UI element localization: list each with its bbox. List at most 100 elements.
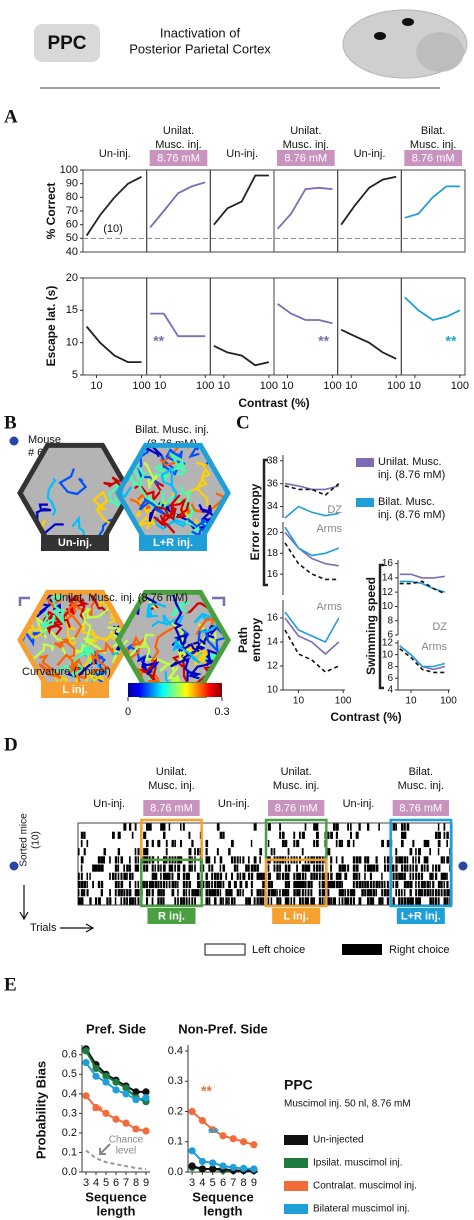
raster-trial bbox=[350, 823, 352, 831]
raster-trial bbox=[293, 889, 296, 897]
raster-trial bbox=[327, 848, 331, 856]
raster-trial bbox=[318, 897, 322, 905]
raster-trial bbox=[171, 872, 174, 880]
raster-trial bbox=[420, 864, 424, 872]
raster-trial bbox=[435, 864, 438, 872]
arena-label: Un-inj. bbox=[58, 537, 92, 549]
series-point bbox=[102, 1078, 110, 1086]
raster-trial bbox=[205, 848, 208, 856]
raster-trial bbox=[114, 856, 118, 864]
x-tick-label: 100 bbox=[335, 696, 352, 707]
raster-trial bbox=[134, 864, 138, 872]
raster-trial bbox=[267, 864, 270, 872]
raster-trial bbox=[378, 880, 381, 889]
raster-trial bbox=[117, 848, 121, 856]
raster-trial bbox=[347, 889, 350, 897]
series-line bbox=[399, 580, 446, 595]
series-line bbox=[85, 175, 142, 237]
raster-trial bbox=[185, 889, 188, 897]
raster-trial bbox=[321, 880, 325, 889]
raster-trial bbox=[134, 897, 137, 905]
raster-trial bbox=[86, 839, 89, 848]
raster-trial bbox=[369, 897, 373, 905]
raster-trial bbox=[279, 889, 281, 897]
raster-trial bbox=[205, 872, 208, 880]
raster-trial bbox=[211, 872, 214, 880]
x-tick-label: 9 bbox=[143, 1177, 149, 1189]
condition-title: Unilat. Musc. inj. (8.76 mM) bbox=[54, 592, 188, 604]
trajectory bbox=[45, 614, 63, 636]
raster-trial bbox=[284, 889, 288, 897]
raster-trial bbox=[409, 864, 412, 872]
raster-trial bbox=[409, 848, 413, 856]
series-line bbox=[284, 611, 340, 644]
raster-trial bbox=[97, 897, 101, 905]
raster-trial bbox=[80, 831, 84, 839]
raster-trial bbox=[78, 848, 80, 856]
raster-trial bbox=[367, 823, 370, 831]
raster-trial bbox=[205, 889, 208, 897]
raster-trial bbox=[143, 831, 147, 839]
mouse-dot bbox=[9, 861, 19, 871]
series-point bbox=[112, 1078, 120, 1086]
y-tick-label: 0.1 bbox=[62, 1146, 77, 1158]
column-title: Unilat. bbox=[281, 766, 312, 778]
header-title: Inactivation of bbox=[160, 25, 241, 40]
column-title: Un-inj. bbox=[354, 148, 386, 160]
raster-trial bbox=[426, 889, 429, 897]
raster-trial bbox=[242, 872, 246, 880]
raster-trial bbox=[401, 872, 404, 880]
raster-trial bbox=[341, 856, 344, 864]
raster-trial bbox=[123, 864, 126, 872]
raster-trial bbox=[95, 864, 98, 872]
y-axis-label: Path bbox=[236, 627, 250, 653]
raster-trial bbox=[120, 889, 123, 897]
series-line bbox=[284, 482, 340, 497]
y-tick-label: 0.6 bbox=[62, 1049, 77, 1061]
trajectory bbox=[38, 654, 62, 680]
dose-badge bbox=[277, 150, 335, 166]
raster-trial bbox=[418, 872, 420, 880]
raster-trial bbox=[219, 831, 223, 839]
raster-trial bbox=[364, 880, 367, 889]
raster-trial bbox=[299, 889, 301, 897]
raster-trial bbox=[219, 864, 222, 872]
column-title: Unilat. bbox=[290, 125, 321, 137]
raster-trial bbox=[395, 856, 398, 864]
raster-trial bbox=[146, 839, 149, 848]
raster-trial bbox=[403, 889, 406, 897]
column-title: Un-inj. bbox=[99, 148, 131, 160]
raster-trial bbox=[392, 880, 395, 889]
raster-trial bbox=[318, 889, 321, 897]
trajectory bbox=[167, 494, 190, 519]
raster-trial bbox=[80, 897, 84, 905]
trajectory bbox=[171, 653, 190, 686]
raster-trial bbox=[123, 889, 126, 897]
raster-trial bbox=[429, 889, 432, 897]
trajectory bbox=[87, 592, 108, 614]
legend-label: Bilat. Musc. bbox=[378, 496, 435, 508]
raster-trial bbox=[151, 872, 155, 880]
raster-trial bbox=[214, 872, 217, 880]
y-axis-label: Escape lat. (s) bbox=[44, 286, 58, 367]
raster-trial bbox=[440, 880, 443, 889]
injection-label-bg bbox=[147, 908, 196, 924]
raster-trial bbox=[214, 880, 217, 889]
legend-swatch bbox=[204, 943, 246, 956]
raster-trial bbox=[160, 872, 162, 880]
raster-trial bbox=[341, 864, 345, 872]
column-title: Musc. inj. bbox=[398, 780, 444, 792]
colorbar-tick-label: 0.3 bbox=[214, 706, 229, 718]
raster-trial bbox=[310, 889, 313, 897]
raster-trial bbox=[146, 864, 149, 872]
series-line bbox=[284, 531, 339, 567]
region-label: Arms bbox=[421, 641, 447, 653]
raster-trial bbox=[338, 872, 342, 880]
column-title: Musc. inj. bbox=[410, 139, 456, 151]
column-title: Un-inj. bbox=[343, 798, 375, 810]
trajectory bbox=[169, 601, 190, 616]
raster-trial bbox=[106, 897, 109, 905]
raster-trial bbox=[160, 897, 163, 905]
raster-trial bbox=[250, 880, 253, 889]
raster-trial bbox=[409, 872, 412, 880]
